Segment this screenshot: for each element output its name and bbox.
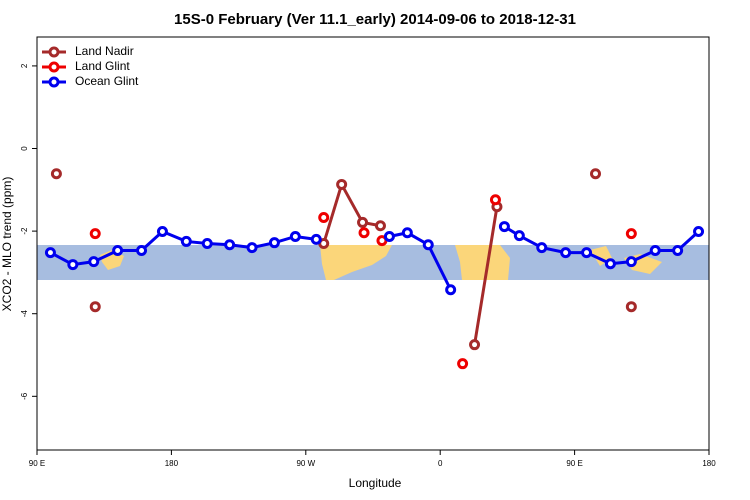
point bbox=[89, 228, 101, 240]
x-tick-label: 90 E bbox=[29, 459, 45, 468]
point bbox=[383, 230, 395, 242]
chart-title: 15S-0 February (Ver 11.1_early) 2014-09-… bbox=[174, 11, 576, 28]
point bbox=[422, 239, 434, 251]
point bbox=[604, 258, 616, 270]
x-tick-label: 180 bbox=[165, 459, 179, 468]
legend-marker bbox=[48, 76, 60, 88]
point bbox=[489, 194, 501, 206]
y-tick-label: -4 bbox=[20, 310, 29, 318]
point bbox=[590, 168, 602, 180]
point bbox=[67, 259, 79, 271]
x-tick-label: 90 W bbox=[296, 459, 315, 468]
legend-marker bbox=[48, 61, 60, 73]
point bbox=[469, 339, 481, 351]
point bbox=[201, 238, 213, 249]
point bbox=[536, 242, 548, 254]
point bbox=[625, 228, 637, 240]
point bbox=[89, 301, 101, 313]
plot-frame bbox=[36, 36, 710, 451]
point bbox=[625, 301, 637, 313]
legend-marker bbox=[48, 46, 60, 58]
point bbox=[44, 247, 56, 259]
point bbox=[457, 358, 469, 370]
point bbox=[246, 242, 258, 254]
point bbox=[310, 233, 322, 245]
point bbox=[289, 230, 301, 242]
point bbox=[693, 226, 705, 238]
y-tick-label: -6 bbox=[20, 392, 29, 400]
point bbox=[318, 211, 330, 223]
point bbox=[581, 247, 593, 259]
point bbox=[560, 247, 572, 259]
point bbox=[498, 221, 510, 233]
x-tick-label: 0 bbox=[438, 459, 443, 468]
point bbox=[374, 220, 386, 232]
point bbox=[224, 239, 236, 251]
legend-label: Ocean Glint bbox=[75, 74, 139, 88]
point bbox=[50, 168, 62, 180]
point bbox=[625, 256, 637, 268]
point bbox=[156, 226, 168, 238]
point bbox=[180, 235, 192, 247]
y-tick-label: -2 bbox=[20, 227, 29, 235]
y-tick-label: 2 bbox=[20, 63, 29, 68]
point bbox=[672, 245, 684, 257]
x-tick-label: 90 E bbox=[566, 459, 582, 468]
legend-label: Land Nadir bbox=[75, 44, 134, 58]
y-tick-label: 0 bbox=[20, 146, 29, 151]
point bbox=[445, 284, 457, 296]
map-strip bbox=[37, 245, 709, 280]
point bbox=[112, 245, 124, 257]
point bbox=[357, 216, 369, 228]
point bbox=[268, 237, 280, 249]
point bbox=[513, 230, 525, 242]
y-axis-label: XCO2 - MLO trend (ppm) bbox=[0, 177, 14, 312]
point bbox=[401, 227, 413, 239]
point bbox=[88, 256, 100, 268]
legend-label: Land Glint bbox=[75, 59, 130, 73]
x-axis-label: Longitude bbox=[349, 476, 402, 490]
x-tick-label: 180 bbox=[702, 459, 716, 468]
point bbox=[136, 245, 148, 257]
point bbox=[358, 227, 370, 239]
point bbox=[336, 178, 348, 190]
point bbox=[649, 245, 661, 257]
